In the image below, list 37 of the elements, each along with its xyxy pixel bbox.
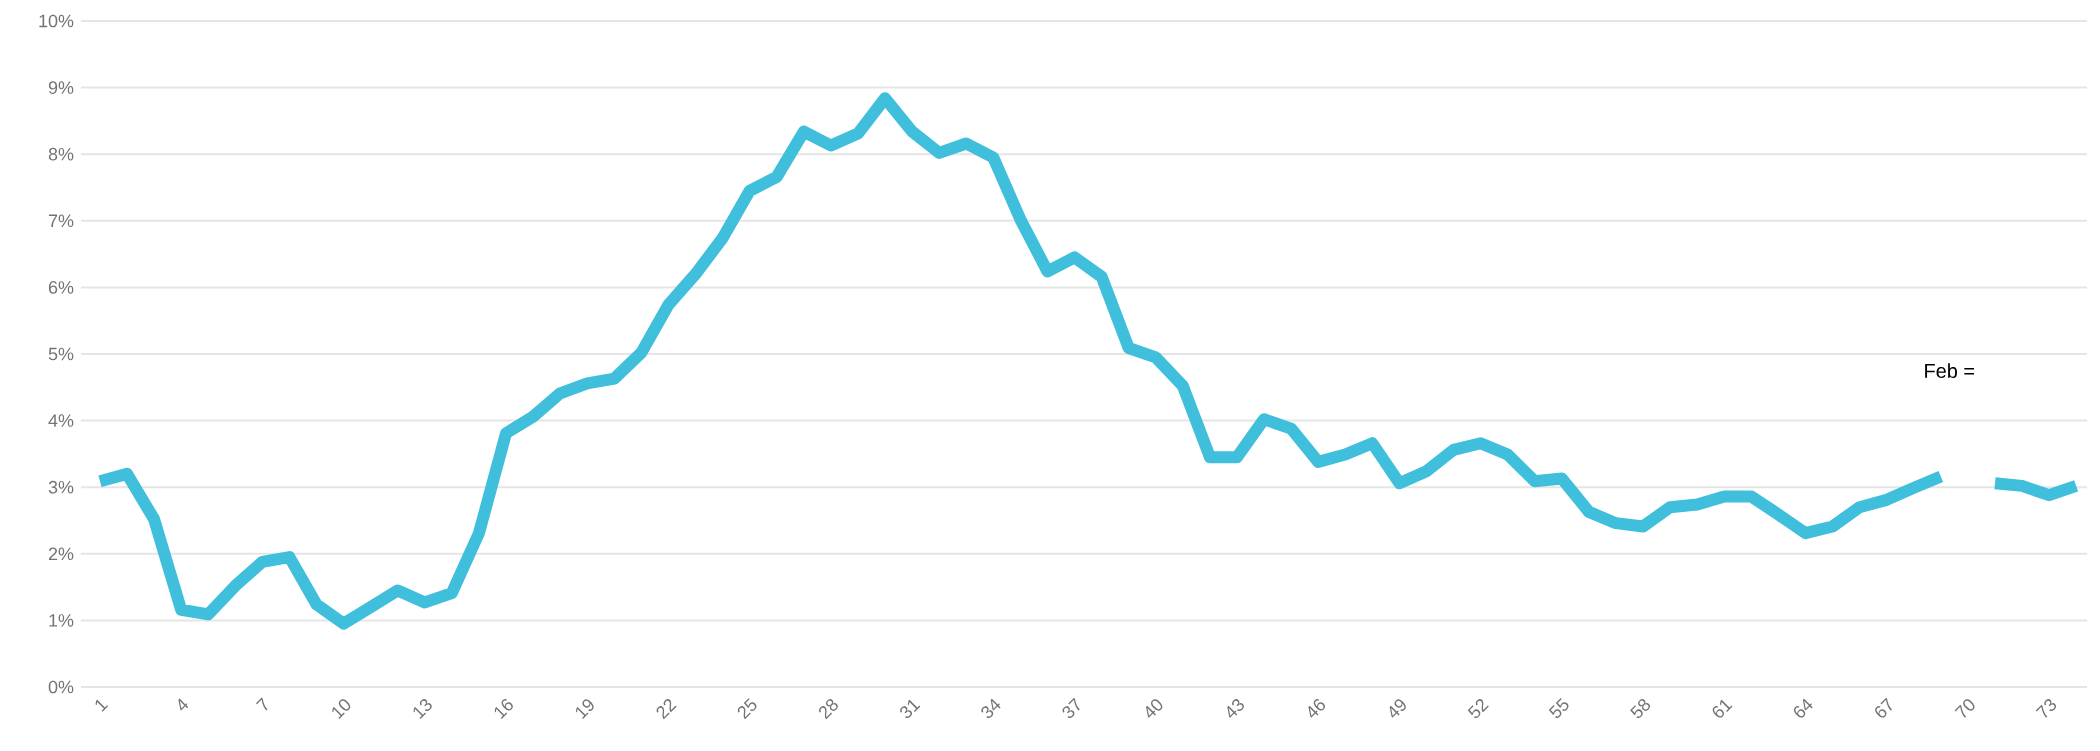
x-tick-label: 67	[1875, 697, 1892, 718]
x-tick-label: 46	[1308, 699, 1326, 718]
x-tick-label: 40	[1146, 699, 1163, 718]
y-tick-label: 4%	[48, 414, 74, 427]
x-tick-label: 49	[1389, 699, 1406, 718]
x-tick-label: 37	[1062, 697, 1080, 719]
x-tick-label: 7	[255, 697, 268, 711]
y-tick-label: 8%	[48, 147, 74, 161]
y-tick-label: 3%	[48, 480, 74, 494]
y-tick-label: 5%	[48, 347, 74, 361]
x-tick-label: 1	[95, 699, 109, 712]
x-tick-label: 52	[1467, 699, 1489, 719]
y-tick-label: 2%	[48, 547, 74, 561]
x-tick-label: 58	[1630, 699, 1651, 719]
x-tick-label: 19	[575, 699, 594, 719]
x-tick-label: 28	[818, 699, 838, 720]
x-tick-label: 25	[737, 698, 757, 720]
x-tick-label: 13	[413, 699, 432, 719]
x-tick-label: 73	[2035, 699, 2057, 718]
x-tick-label: 22	[656, 699, 677, 720]
x-tick-label: 4	[178, 698, 189, 711]
x-tick-label: 10	[332, 699, 351, 719]
x-tick-label: 64	[1793, 698, 1813, 718]
y-tick-label: 0%	[48, 680, 74, 694]
x-tick-label: 43	[1227, 699, 1244, 718]
x-tick-label: 31	[900, 699, 921, 719]
y-tick-label: 10%	[39, 14, 74, 28]
y-tick-label: 7%	[48, 214, 74, 228]
y-tick-label: 9%	[48, 81, 74, 94]
x-tick-label: 55	[1548, 698, 1569, 718]
x-tick-label: 61	[1712, 699, 1733, 718]
y-tick-label: 6%	[48, 281, 74, 294]
x-tick-label: 16	[494, 699, 513, 719]
annotation: Feb =	[1925, 363, 1975, 378]
x-tick-label: 34	[981, 698, 1001, 719]
y-tick-label: 1%	[49, 614, 74, 627]
x-tick-label: 70	[1954, 699, 1975, 718]
